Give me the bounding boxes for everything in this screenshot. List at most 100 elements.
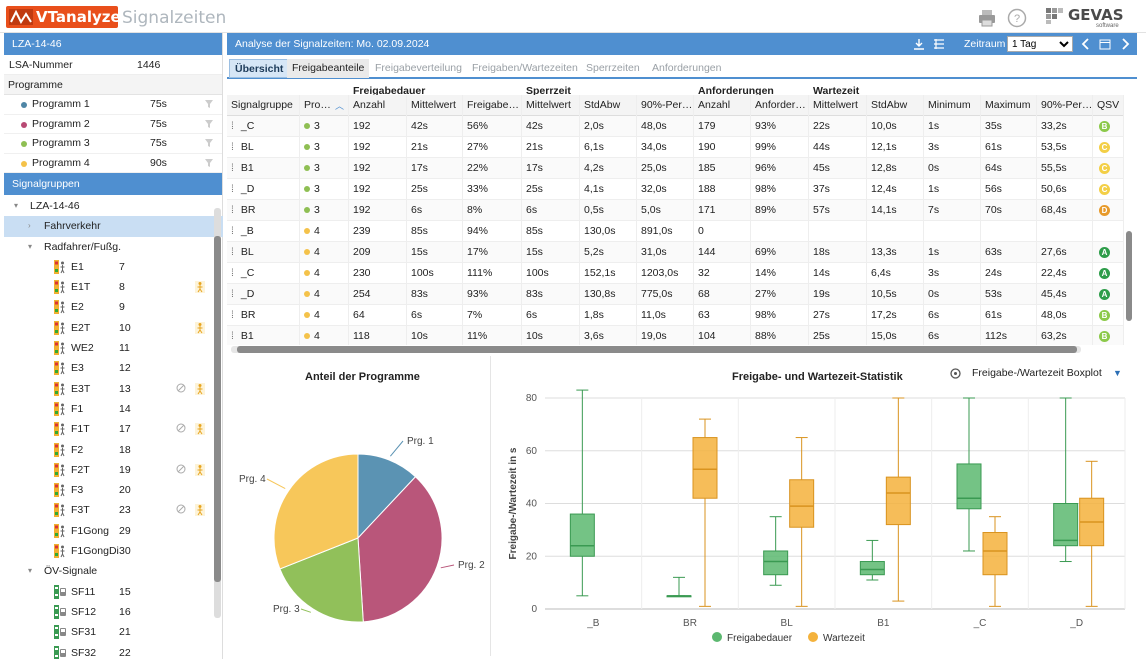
tree-item[interactable]: ▾ ÖV-Signale (4, 561, 223, 581)
table-row[interactable]: ⁞ B1 3 192 17s 22% 17s 4,2s 25,0s 185 96% 45s 12,8s 0… (227, 158, 1124, 179)
sort-asc-icon[interactable]: ︿ (335, 101, 345, 111)
tab-freigabeanteile[interactable]: Freigabeanteile (287, 59, 370, 78)
table-row[interactable]: ⁞ _D 3 192 25s 33% 25s 4,1s 32,0s 188 98% 37s 12,4s 1… (227, 179, 1124, 200)
filter-icon[interactable] (204, 99, 214, 109)
column-header[interactable]: Mittelwert (809, 95, 867, 116)
tree-item[interactable]: › Fahrverkehr (4, 216, 223, 237)
table-row[interactable]: ⁞ B1 4 118 10s 11% 10s 3,6s 19,0s 104 88% 25s 15,0s 6… (227, 326, 1124, 345)
printer-icon[interactable] (977, 8, 997, 28)
tab-freigabeverteilung[interactable]: Freigabeverteilung (375, 62, 462, 74)
column-header[interactable]: 90%-Per… (637, 95, 694, 116)
drag-handle-icon[interactable]: ⁞ (231, 225, 234, 237)
tree-item[interactable]: SF32 22 (4, 643, 223, 659)
drag-handle-icon[interactable]: ⁞ (231, 309, 234, 321)
table-row[interactable]: ⁞ BL 3 192 21s 27% 21s 6,1s 34,0s 190 99% 44s 12,1s 3… (227, 137, 1124, 158)
zeitraum-select[interactable]: 1 Tag (1007, 36, 1073, 52)
drag-handle-icon[interactable]: ⁞ (231, 183, 234, 195)
column-header[interactable]: Signalgruppe (227, 95, 300, 116)
tree-item[interactable]: SF12 16 (4, 602, 223, 622)
column-header-row: Signalgruppe Pro… Anzahl Mittelwert Freigabe… (227, 95, 1124, 116)
drag-handle-icon[interactable]: ⁞ (231, 141, 234, 153)
table-row[interactable]: ⁞ _C 4 230 100s 111% 100s 152,1s 1203,0s 32 14% 14s… (227, 263, 1124, 284)
chevron-right-icon[interactable] (1119, 38, 1131, 50)
tree-item[interactable]: WE2 11 (4, 338, 223, 358)
column-header[interactable]: Freigabe… (463, 95, 522, 116)
filter-icon[interactable] (204, 119, 214, 129)
calendar-icon[interactable] (1099, 38, 1111, 50)
tab-anforderungen[interactable]: Anforderungen (652, 62, 722, 74)
tree-item[interactable]: E3T 13 (4, 379, 223, 399)
download-icon[interactable] (913, 38, 925, 50)
column-header[interactable]: StdAbw (867, 95, 924, 116)
expand-icon[interactable]: ▾ (28, 566, 33, 576)
drag-handle-icon[interactable]: ⁞ (231, 120, 234, 132)
column-header[interactable]: Anzahl (694, 95, 751, 116)
column-header[interactable]: StdAbw (580, 95, 637, 116)
tab-sperrzeiten[interactable]: Sperrzeiten (586, 62, 640, 74)
tree-item[interactable]: F3T 23 (4, 500, 223, 520)
table-cell: 4 (300, 242, 349, 263)
table-vscrollbar[interactable] (1125, 81, 1133, 351)
tree-item[interactable]: F1 14 (4, 399, 223, 419)
chart-settings-icon[interactable] (950, 368, 961, 379)
column-header[interactable]: Mittelwert (522, 95, 580, 116)
table-row[interactable]: ⁞ BR 4 64 6s 7% 6s 1,8s 11,0s 63 98% 27s 17,2s 6s 61s 4… (227, 305, 1124, 326)
expand-icon[interactable]: ▾ (28, 241, 33, 251)
column-header[interactable]: Anforder… (751, 95, 809, 116)
table-settings-icon[interactable] (933, 38, 945, 50)
column-header[interactable]: 90%-Per… (1037, 95, 1093, 116)
tree-item[interactable]: F1T 17 (4, 419, 223, 439)
tree-scrollbar-thumb[interactable] (214, 236, 221, 582)
tree-item[interactable]: F2 18 (4, 440, 223, 460)
tree-item[interactable]: E3 12 (4, 358, 223, 378)
filter-icon[interactable] (204, 158, 214, 168)
tree-item[interactable]: SF11 15 (4, 582, 223, 602)
table-row[interactable]: ⁞ _C 3 192 42s 56% 42s 2,0s 48,0s 179 93% 22s 10,0s 1… (227, 116, 1124, 137)
column-header[interactable]: Mittelwert (407, 95, 463, 116)
column-header[interactable]: Minimum (924, 95, 981, 116)
tree-item[interactable]: E1 7 (4, 257, 223, 277)
table-row[interactable]: ⁞ _B 4 239 85s 94% 85s 130,0s 891,0s 0 (227, 221, 1124, 242)
chart-type-dropdown[interactable]: Freigabe-/Wartezeit Boxplot ▼ (950, 364, 1125, 382)
table-row[interactable]: ⁞ BL 4 209 15s 17% 15s 5,2s 31,0s 144 69% 18s 13,3s 1… (227, 242, 1124, 263)
column-header[interactable]: QSV (1093, 95, 1124, 116)
expand-icon[interactable]: ▾ (14, 201, 19, 210)
drag-handle-icon[interactable]: ⁞ (231, 288, 234, 300)
program-row[interactable]: Programm 4 90s (4, 154, 222, 173)
table-row[interactable]: ⁞ BR 3 192 6s 8% 6s 0,5s 5,0s 171 89% 57s 14,1s 7s 70s… (227, 200, 1124, 221)
tab-übersicht[interactable]: Übersicht (229, 59, 290, 78)
table-row[interactable]: ⁞ _D 4 254 83s 93% 83s 130,8s 775,0s 68 27% 19s 10,5… (227, 284, 1124, 305)
tree-scrollbar[interactable] (214, 208, 221, 618)
help-icon[interactable]: ? (1007, 8, 1027, 28)
tree-item[interactable]: E1T 8 (4, 277, 223, 297)
tree-item[interactable]: F1Gong 29 (4, 521, 223, 541)
drag-handle-icon[interactable]: ⁞ (231, 267, 234, 279)
program-row[interactable]: Programm 3 75s (4, 134, 222, 154)
drag-handle-icon[interactable]: ⁞ (231, 204, 234, 216)
column-header[interactable]: Anzahl (349, 95, 407, 116)
tree-item[interactable]: F2T 19 (4, 460, 223, 480)
qsv-badge: C (1099, 184, 1110, 195)
tree-item[interactable]: F3 20 (4, 480, 223, 500)
tree-item[interactable]: SF31 21 (4, 622, 223, 642)
table-hscrollbar-thumb[interactable] (237, 346, 1077, 353)
table-hscrollbar[interactable] (231, 346, 1081, 353)
expand-icon[interactable]: › (28, 221, 31, 231)
column-header[interactable]: Pro… (300, 95, 349, 116)
tree-item[interactable]: ▾ LZA-14-46 (4, 196, 223, 216)
tree-item-label: E1 (71, 260, 84, 273)
filter-icon[interactable] (204, 138, 214, 148)
tree-item[interactable]: E2T 10 (4, 318, 223, 338)
program-row[interactable]: Programm 2 75s (4, 115, 222, 134)
column-header[interactable]: Maximum (981, 95, 1037, 116)
drag-handle-icon[interactable]: ⁞ (231, 330, 234, 342)
table-vscrollbar-thumb[interactable] (1126, 231, 1132, 321)
tree-item[interactable]: ▾ Radfahrer/Fußg. (4, 237, 223, 257)
program-row[interactable]: Programm 1 75s (4, 95, 222, 115)
drag-handle-icon[interactable]: ⁞ (231, 246, 234, 258)
drag-handle-icon[interactable]: ⁞ (231, 162, 234, 174)
tree-item[interactable]: F1GongDi 30 (4, 541, 223, 561)
tree-item[interactable]: E2 9 (4, 297, 223, 317)
tab-freigaben-wartezeiten[interactable]: Freigaben/Wartezeiten (472, 62, 578, 74)
chevron-left-icon[interactable] (1080, 38, 1092, 50)
